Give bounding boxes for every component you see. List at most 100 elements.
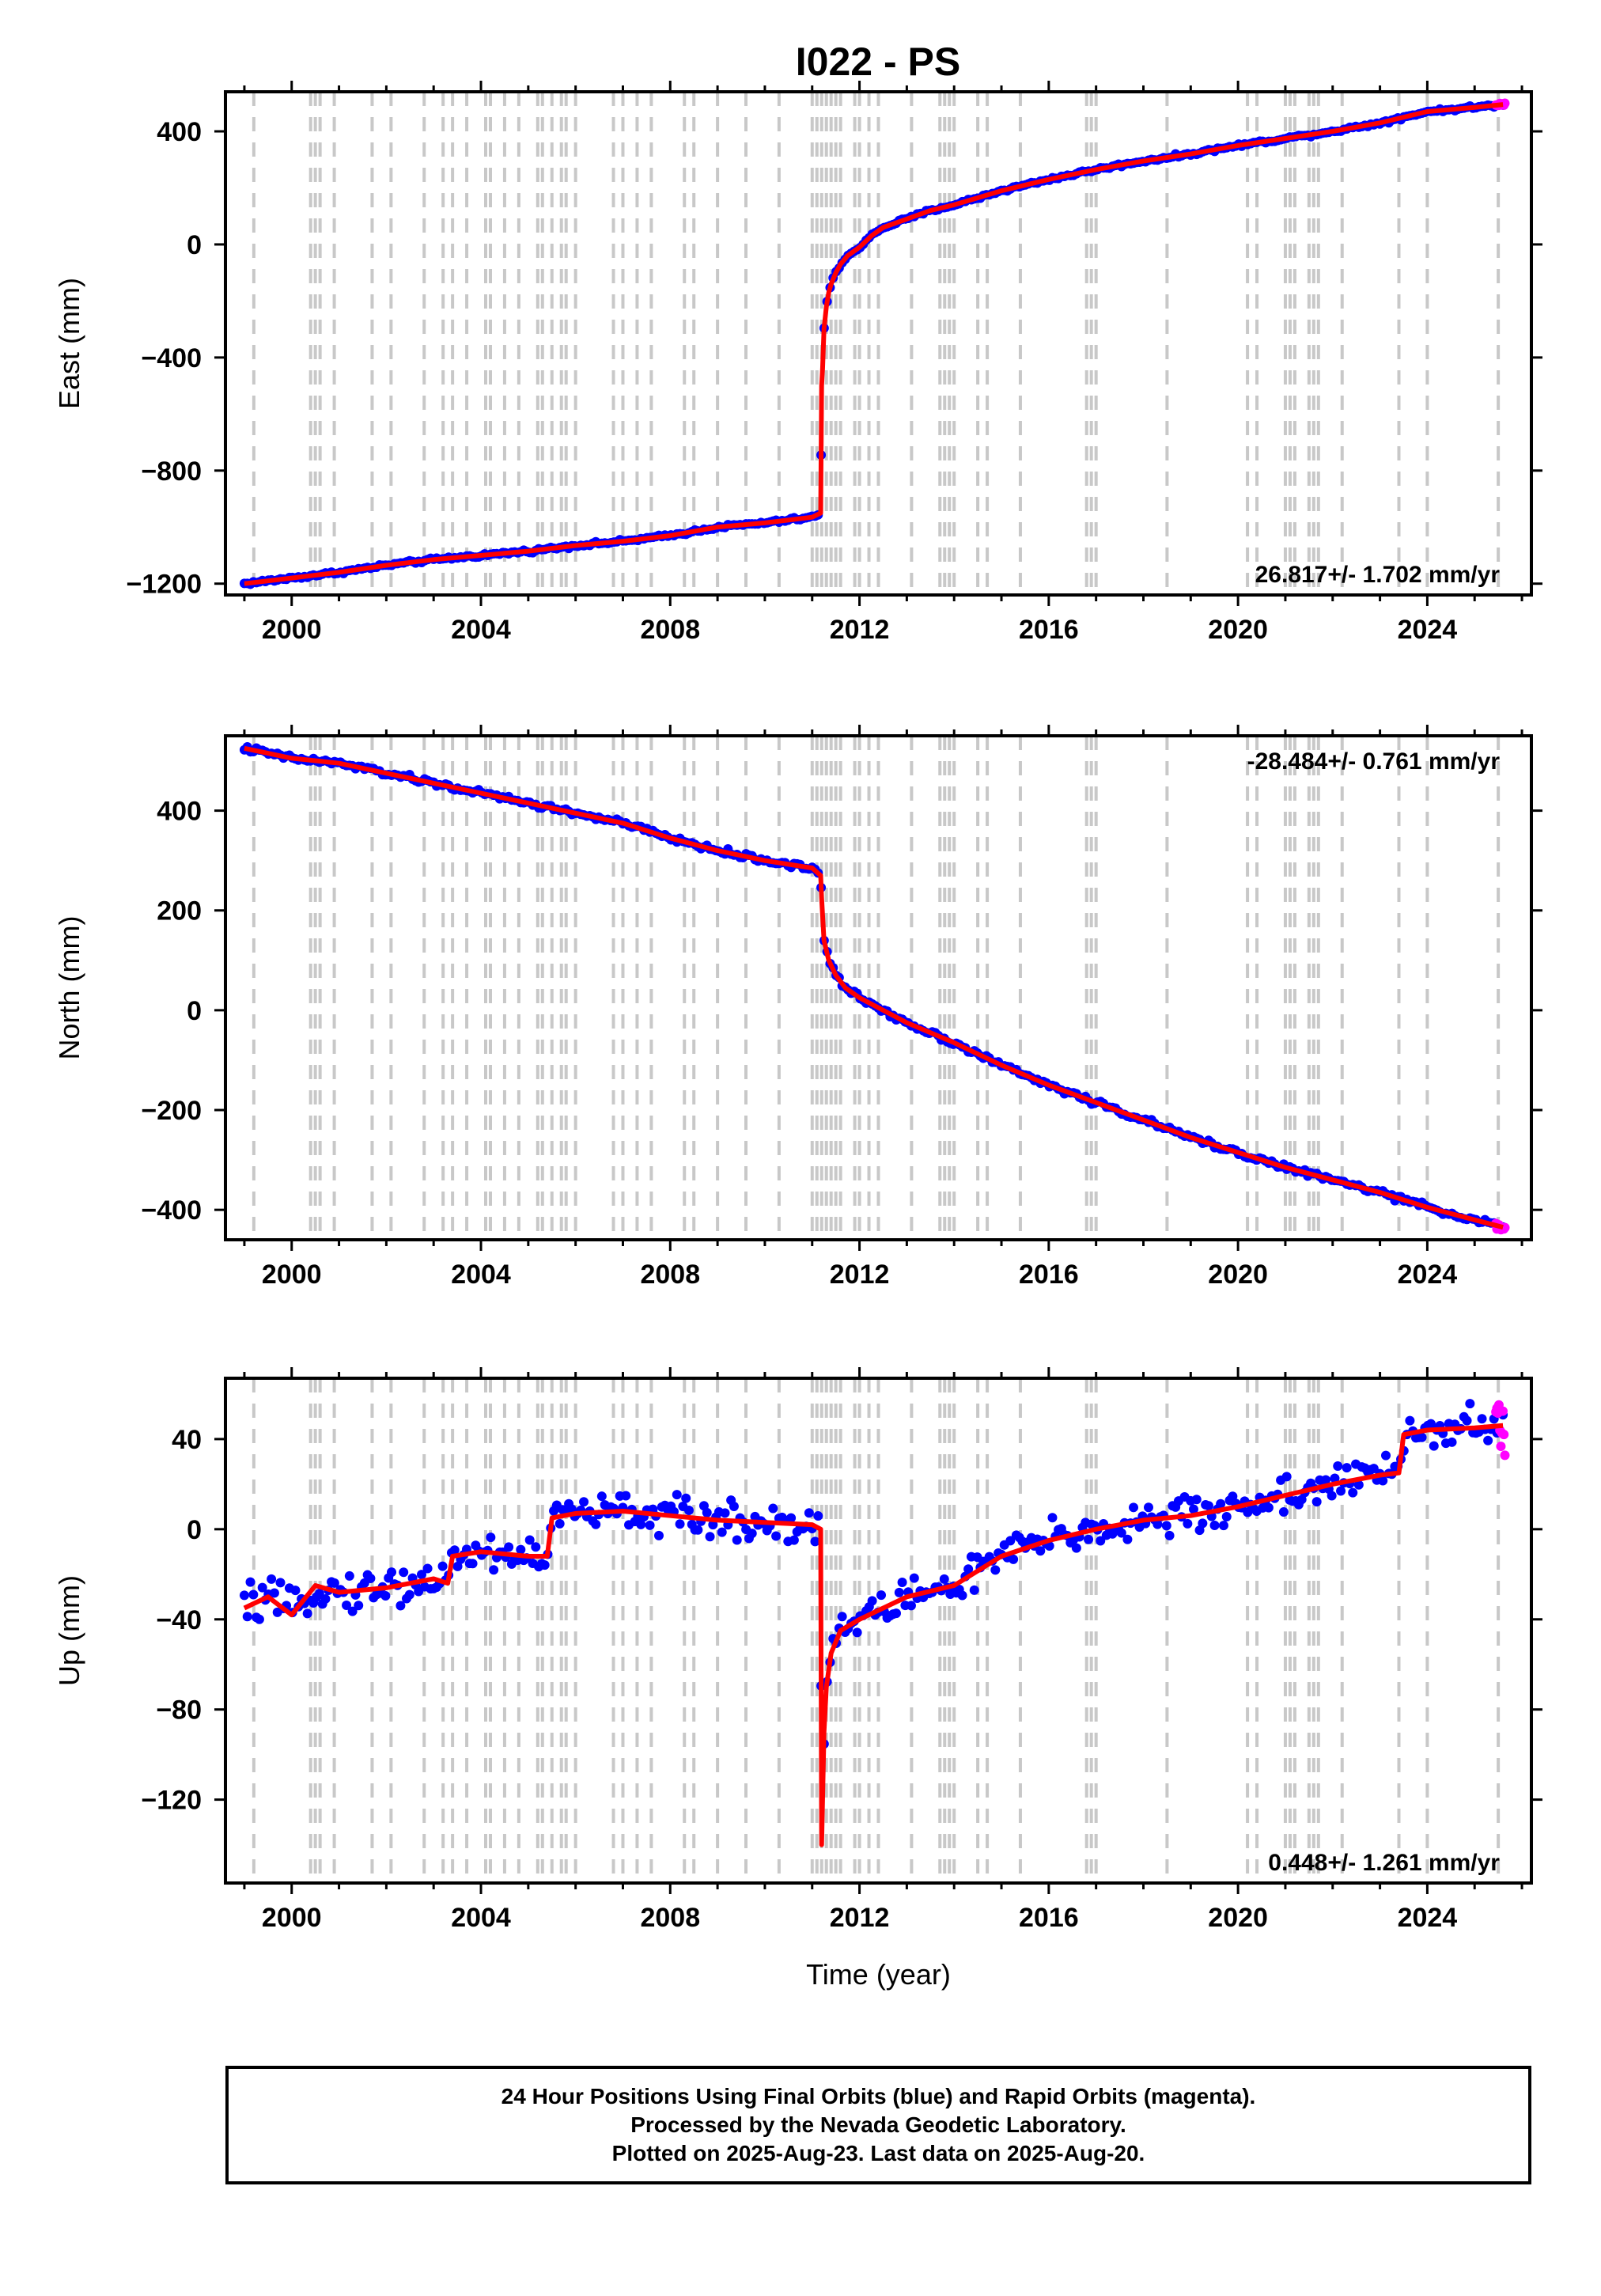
data-point [1321,1475,1331,1485]
data-point [320,1593,331,1604]
data-point [1378,1476,1388,1486]
data-point [636,1519,646,1529]
data-point [399,1567,409,1578]
data-point [275,1578,286,1588]
x-tick-label: 2020 [1208,615,1268,645]
x-tick-label: 2012 [830,1260,890,1290]
data-point [387,1567,397,1578]
y-tick-label: −400 [141,1195,202,1226]
data-point [1161,1521,1171,1531]
y-tick-label: 0 [187,1515,202,1545]
data-point [894,1587,904,1597]
y-axis-east: −1200 −800 −400 0 400 [127,117,1542,600]
data-point [437,1561,448,1571]
data-point [789,1535,799,1545]
data-point [693,1525,703,1535]
data-point [1496,1442,1506,1452]
data-point [876,1590,887,1601]
data-point [990,1565,1001,1575]
data-point [1218,1521,1228,1531]
data-point [939,1574,949,1584]
y-axis-up: −120 −80 −40 0 40 [141,1425,1542,1816]
data-point [906,1601,916,1611]
y-tick-label: −200 [141,1096,202,1126]
data-point [747,1529,757,1539]
data-point [729,1502,739,1512]
caption-line-1: 24 Hour Positions Using Final Orbits (bl… [501,2084,1256,2108]
data-point [245,1577,255,1587]
data-point [1405,1415,1415,1426]
x-tick-label: 2020 [1208,1260,1268,1290]
data-point [804,1508,814,1518]
data-point [909,1573,919,1583]
data-point [248,1589,259,1600]
data-point [1221,1512,1232,1522]
data-point [1122,1534,1133,1544]
data-point [329,1578,339,1588]
data-point [1129,1502,1139,1513]
x-tick-label: 2000 [262,615,322,645]
data-point [1035,1546,1046,1556]
data-point [891,1608,901,1619]
event-lines-up [252,1378,1501,1883]
y-tick-label: −120 [141,1786,202,1816]
data-point [254,1614,264,1624]
data-point [1353,1480,1364,1490]
rate-label-up: 0.448+/- 1.261 mm/yr [1268,1850,1500,1876]
panel-east: 2000 2004 2008 2012 2016 2020 2024 −1200 −800 −40… [53,81,1542,645]
data-point [837,1612,847,1622]
rate-label-north: -28.484+/- 0.761 mm/yr [1247,748,1501,775]
x-tick-label: 2024 [1398,1260,1458,1290]
x-axis-up: 2000 2004 2008 2012 2016 2020 2024 [243,1367,1523,1933]
data-point [1483,1435,1493,1445]
event-lines-north [252,736,1501,1240]
data-point [354,1601,364,1611]
data-point [1005,1536,1016,1546]
data-point [1278,1507,1289,1517]
data-point [539,1560,550,1570]
data-point [1191,1495,1202,1505]
chart-title: I022 - PS [796,40,960,84]
y-tick-label: 400 [157,117,202,147]
data-point [1477,1414,1487,1424]
data-point [1198,1518,1208,1529]
x-tick-label: 2024 [1398,1903,1458,1933]
data-point [852,1627,862,1638]
data-point [963,1564,974,1574]
data-point [1209,1520,1220,1530]
x-tick-label: 2008 [640,1903,700,1933]
data-point [771,1531,782,1541]
data-point [1152,1519,1163,1529]
data-point [683,1505,694,1515]
data-point [705,1532,715,1542]
y-tick-label: 40 [172,1425,202,1455]
data-point [365,1573,376,1583]
plot-frame-up [224,1377,1533,1885]
y-axis-north: −400 −200 0 200 400 [141,797,1542,1226]
caption-line-2: Processed by the Nevada Geodetic Laborat… [630,2112,1126,2137]
data-point [867,1596,877,1606]
data-point [675,1519,685,1529]
data-point [489,1565,499,1575]
data-point [516,1544,526,1555]
y-axis-label-north: North (mm) [53,916,85,1060]
x-axis-east: 2000 2004 2008 2012 2016 2020 2024 [243,81,1523,645]
x-tick-label: 2004 [451,615,511,645]
data-point [344,1570,354,1581]
data-point [396,1601,406,1611]
data-point [347,1606,358,1616]
data-point [768,1503,778,1514]
x-tick-label: 2016 [1019,1903,1079,1933]
x-tick-label: 2008 [640,615,700,645]
data-point [621,1491,631,1501]
data-point [239,1590,249,1601]
data-point [732,1535,742,1545]
data-point [1497,1406,1508,1416]
data-point [1499,1430,1509,1440]
data-point [504,1542,514,1552]
data-point [591,1519,601,1529]
data-point [416,1570,426,1580]
x-tick-label: 2016 [1019,1260,1079,1290]
y-tick-label: −800 [141,457,202,487]
